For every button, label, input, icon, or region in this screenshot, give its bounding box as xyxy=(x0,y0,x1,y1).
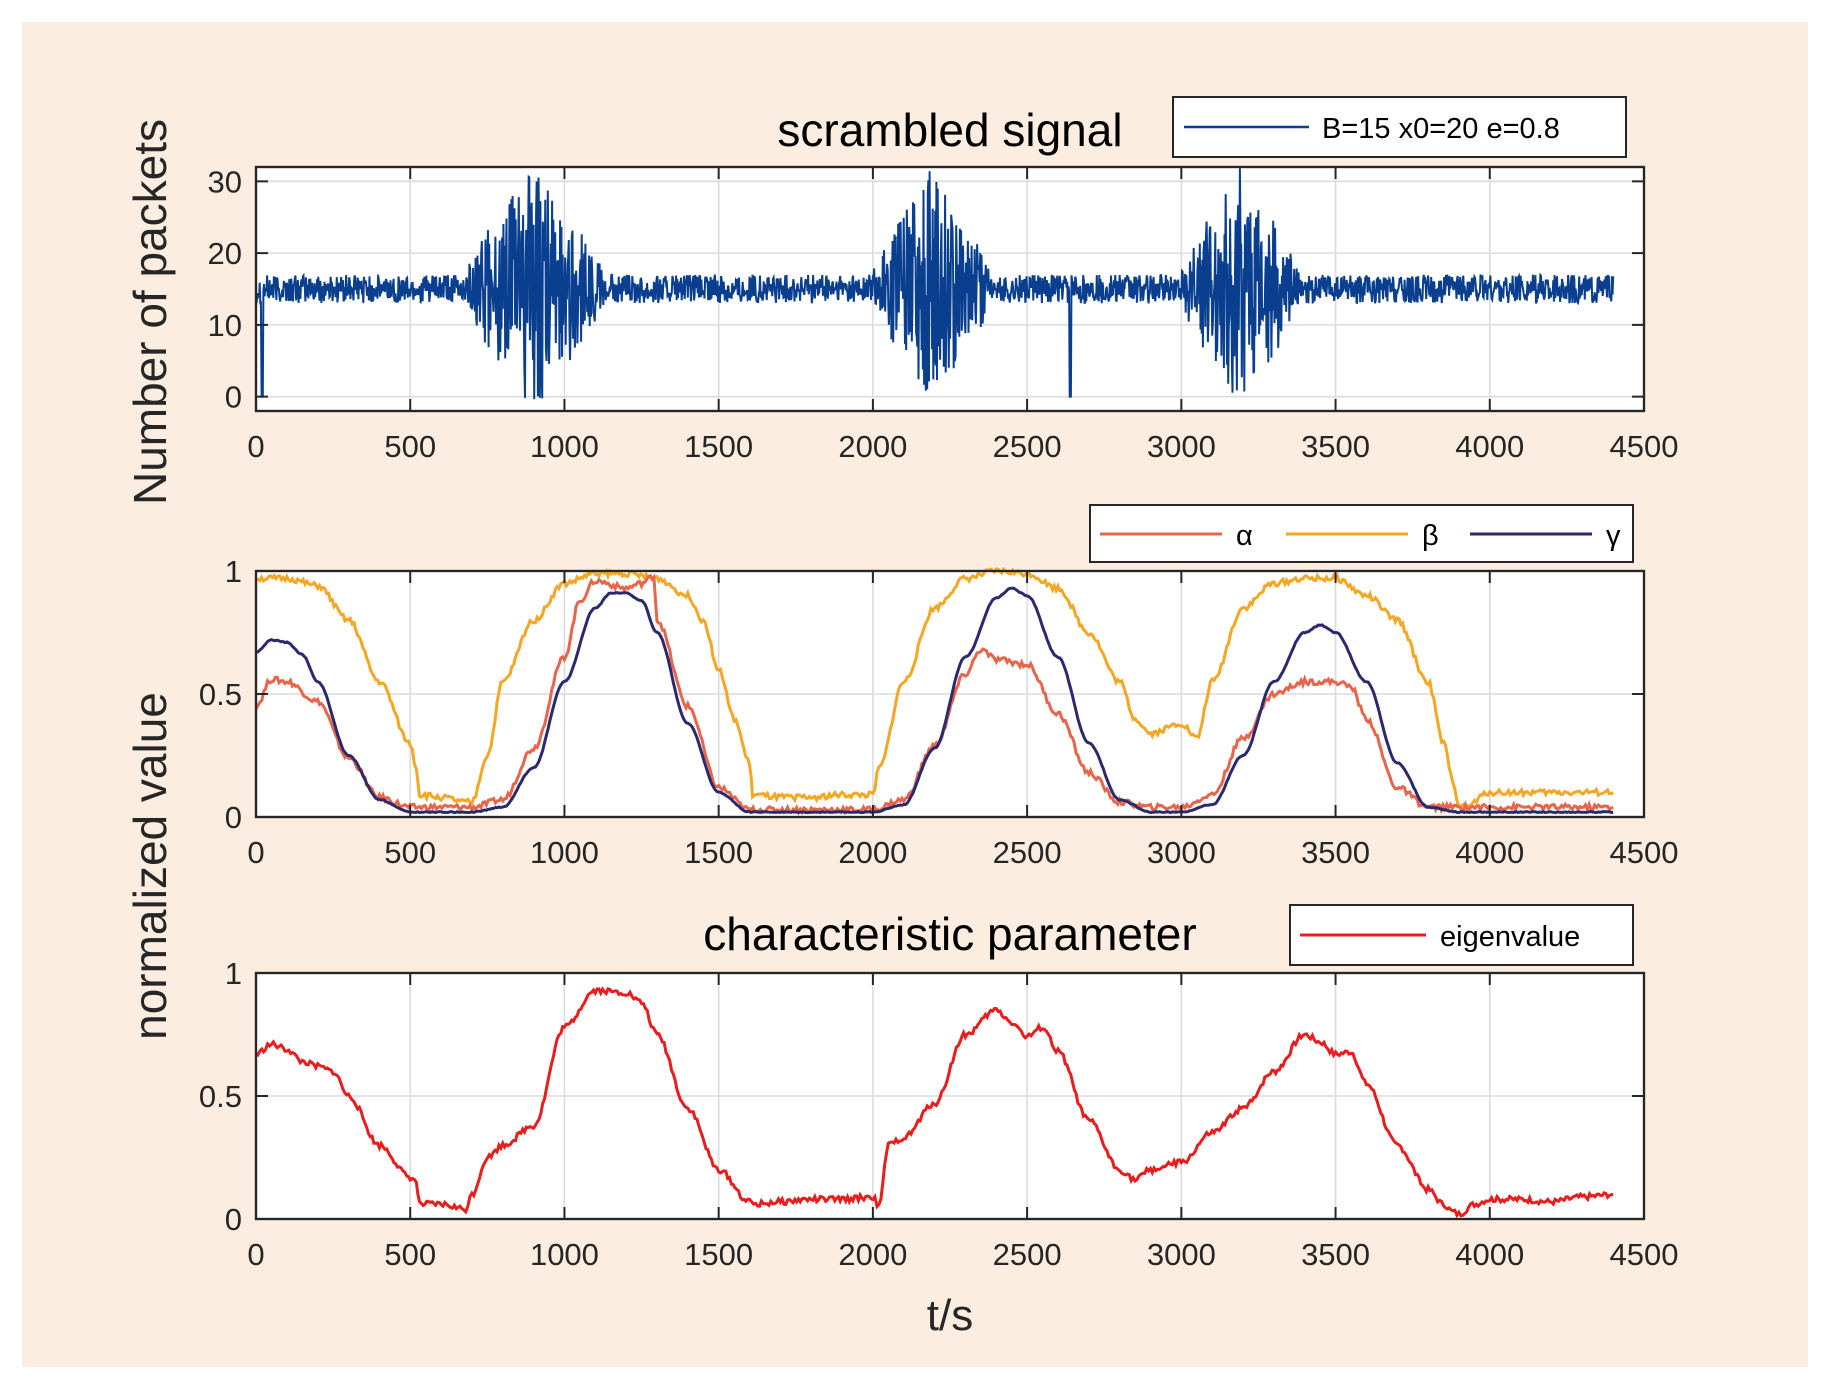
x-tick-label: 1500 xyxy=(684,429,753,464)
x-tick-label: 4500 xyxy=(1610,1237,1679,1272)
y-tick-labels: 0 10 20 30 xyxy=(208,164,1644,415)
y-axis-label-bottom: normalized value xyxy=(124,692,176,1040)
x-tick-label: 1500 xyxy=(684,1237,753,1272)
legend-label-scrambled: B=15 x0=20 e=0.8 xyxy=(1322,113,1560,145)
normalized-values-panel: 0 500 1000 1500 2000 2500 3000 3500 4000 4500 00.… xyxy=(199,504,1678,870)
x-tick-labels: 0 500 1000 1500 2000 2500 3000 3500 4000 4500 xyxy=(247,167,1678,464)
x-tick-labels: 0 500 1000 1500 2000 2500 3000 3500 4000 4500 xyxy=(247,973,1678,1272)
y-tick-label: 0 xyxy=(225,380,242,415)
x-tick-label: 4000 xyxy=(1455,1237,1524,1272)
x-tick-label: 1000 xyxy=(530,1237,599,1272)
axes-frame xyxy=(254,165,1646,413)
x-tick-label: 2000 xyxy=(838,835,907,870)
grid-lines xyxy=(256,571,1644,817)
legend-label-gamma: γ xyxy=(1606,520,1621,552)
x-tick-label: 2500 xyxy=(993,1237,1062,1272)
chart-title-scrambled-signal: scrambled signal xyxy=(777,104,1122,156)
x-tick-label: 4000 xyxy=(1455,429,1524,464)
scrambled-signal-panel: 0 500 1000 1500 2000 2500 3000 3500 4000 4500 0 10… xyxy=(208,96,1678,464)
y-tick-labels: 00.51 xyxy=(199,956,1644,1237)
legend-box xyxy=(1172,96,1627,158)
y-tick-label: 1 xyxy=(225,554,242,589)
x-tick-label: 3000 xyxy=(1147,1237,1216,1272)
x-tick-label: 500 xyxy=(384,835,436,870)
chart-title-characteristic-parameter: characteristic parameter xyxy=(703,908,1196,960)
x-tick-label: 3000 xyxy=(1147,835,1216,870)
x-tick-label: 3500 xyxy=(1301,835,1370,870)
y-tick-label: 20 xyxy=(208,236,242,271)
x-tick-label: 2500 xyxy=(993,835,1062,870)
x-tick-label: 1000 xyxy=(530,835,599,870)
x-tick-label: 4000 xyxy=(1455,835,1524,870)
x-tick-label: 0 xyxy=(247,1237,264,1272)
x-tick-label: 2000 xyxy=(838,1237,907,1272)
series-line-scrambled-signal xyxy=(255,168,1615,400)
x-tick-labels: 0 500 1000 1500 2000 2500 3000 3500 4000 4500 xyxy=(247,571,1678,870)
y-tick-label: 1 xyxy=(225,956,242,991)
x-tick-label: 500 xyxy=(384,1237,436,1272)
series-line-eigenvalue xyxy=(255,986,1614,1219)
x-tick-label: 3000 xyxy=(1147,429,1216,464)
y-tick-label: 0 xyxy=(225,1202,242,1237)
x-tick-label: 1000 xyxy=(530,429,599,464)
legend-characteristic-parameter: eigenvalue xyxy=(1289,904,1634,966)
legend-scrambled-signal: B=15 x0=20 e=0.8 xyxy=(1172,96,1627,158)
x-tick-label: 4500 xyxy=(1610,835,1679,870)
y-tick-labels: 00.51 xyxy=(199,554,1644,835)
y-tick-label: 0.5 xyxy=(199,1079,242,1114)
x-tick-label: 3500 xyxy=(1301,429,1370,464)
series-line-beta xyxy=(255,566,1615,811)
x-tick-label: 2000 xyxy=(838,429,907,464)
legend-label-alpha: α xyxy=(1236,520,1253,552)
x-tick-label: 2500 xyxy=(993,429,1062,464)
x-tick-label: 4500 xyxy=(1610,429,1679,464)
grid-lines xyxy=(256,973,1644,1219)
x-tick-label: 1500 xyxy=(684,835,753,870)
legend-label-eigenvalue: eigenvalue xyxy=(1440,921,1580,953)
y-axis-label-top: Number of packets xyxy=(124,119,176,505)
y-tick-label: 30 xyxy=(208,164,242,199)
y-tick-label: 10 xyxy=(208,308,242,343)
y-tick-label: 0 xyxy=(225,800,242,835)
x-axis-label: t/s xyxy=(927,1291,973,1340)
characteristic-parameter-panel: 0 500 1000 1500 2000 2500 3000 3500 4000 4500 00.… xyxy=(199,904,1678,1272)
x-tick-label: 0 xyxy=(247,429,264,464)
legend-label-beta: β xyxy=(1422,520,1439,552)
x-tick-label: 0 xyxy=(247,835,264,870)
x-tick-label: 500 xyxy=(384,429,436,464)
series-line-gamma xyxy=(255,586,1614,815)
series-line-alpha xyxy=(254,573,1614,816)
y-tick-label: 0.5 xyxy=(199,677,242,712)
legend-normalized-values: α β γ xyxy=(1089,504,1634,563)
x-tick-label: 3500 xyxy=(1301,1237,1370,1272)
